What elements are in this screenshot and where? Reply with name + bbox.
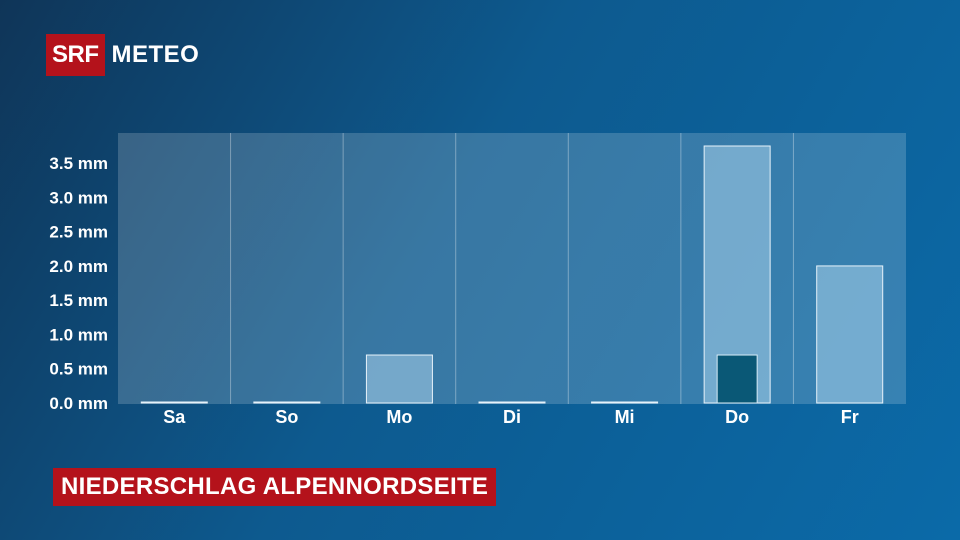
plot-background [118,133,906,404]
bar-fr [816,265,884,404]
bar-mi [591,401,659,404]
srf-meteo-logo: SRF METEO [46,34,199,76]
x-tick-label: Do [725,407,749,427]
y-tick-label: 2.5 mm [49,223,108,242]
y-tick-label: 2.0 mm [49,257,108,276]
meteo-logo-text: METEO [111,41,200,68]
bar-sa [140,401,208,404]
x-tick-label: Mi [615,407,635,427]
y-tick-label: 3.5 mm [49,154,108,173]
inner-bar-do [716,354,758,404]
x-tick-label: Di [503,407,521,427]
y-tick-label: 0.0 mm [49,394,108,413]
bar-so [253,401,321,404]
chart-caption: NIEDERSCHLAG ALPENNORDSEITE [53,468,497,506]
srf-logo-box: SRF [46,34,105,76]
x-tick-label: Fr [841,407,859,427]
y-tick-label: 0.5 mm [49,360,108,379]
x-tick-label: Sa [163,407,186,427]
y-tick-label: 3.0 mm [49,188,108,207]
x-tick-label: Mo [386,407,412,427]
x-tick-label: So [275,407,298,427]
bar-di [478,401,546,404]
y-tick-label: 1.5 mm [49,291,108,310]
bar-mo [365,354,433,404]
y-tick-label: 1.0 mm [49,325,108,344]
